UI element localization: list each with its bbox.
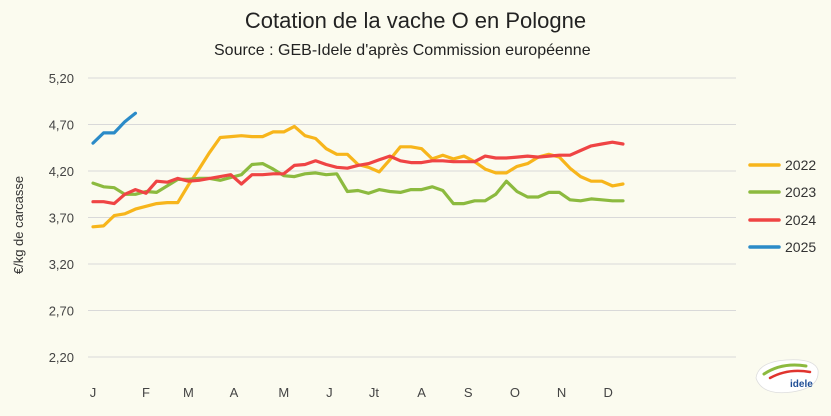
legend-label-2025: 2025 <box>785 239 816 255</box>
y-tick-label: 2,20 <box>49 350 74 365</box>
chart-title: Cotation de la vache O en Pologne <box>244 8 587 33</box>
x-axis: J F M A M J Jt A S O N D <box>90 385 613 400</box>
legend-label-2022: 2022 <box>785 157 816 173</box>
series-line-2024 <box>91 140 625 206</box>
x-tick-label: M <box>278 385 289 400</box>
gridlines <box>88 77 736 358</box>
x-tick-label: Jt <box>369 385 380 400</box>
x-tick-label: O <box>510 385 520 400</box>
x-tick-label: F <box>142 385 150 400</box>
idele-logo: idele <box>755 359 819 394</box>
series-line-2025 <box>91 111 137 145</box>
x-tick-label: S <box>464 385 473 400</box>
y-tick-label: 4,20 <box>49 164 74 179</box>
x-tick-label: D <box>603 385 612 400</box>
x-tick-label: A <box>417 385 426 400</box>
series-lines <box>91 111 625 229</box>
y-axis: 5,20 4,70 4,20 3,70 3,20 2,70 2,20 <box>49 71 74 365</box>
logo-text: idele <box>790 379 813 390</box>
x-tick-label: J <box>90 385 97 400</box>
x-tick-label: A <box>230 385 239 400</box>
y-tick-label: 2,70 <box>49 304 74 319</box>
x-tick-label: M <box>183 385 194 400</box>
y-tick-label: 3,20 <box>49 257 74 272</box>
x-tick-label: J <box>326 385 333 400</box>
legend: 2022 2023 2024 2025 <box>748 157 816 255</box>
series-line-2023 <box>91 162 625 206</box>
y-tick-label: 3,70 <box>49 211 74 226</box>
chart-subtitle: Source : GEB-Idele d'après Commission eu… <box>214 42 591 59</box>
series-line-2022 <box>91 124 625 229</box>
y-axis-label: €/kg de carcasse <box>11 176 26 274</box>
x-tick-label: N <box>557 385 566 400</box>
legend-label-2024: 2024 <box>785 212 816 228</box>
y-tick-label: 4,70 <box>49 118 74 133</box>
legend-label-2023: 2023 <box>785 184 816 200</box>
y-tick-label: 5,20 <box>49 71 74 86</box>
